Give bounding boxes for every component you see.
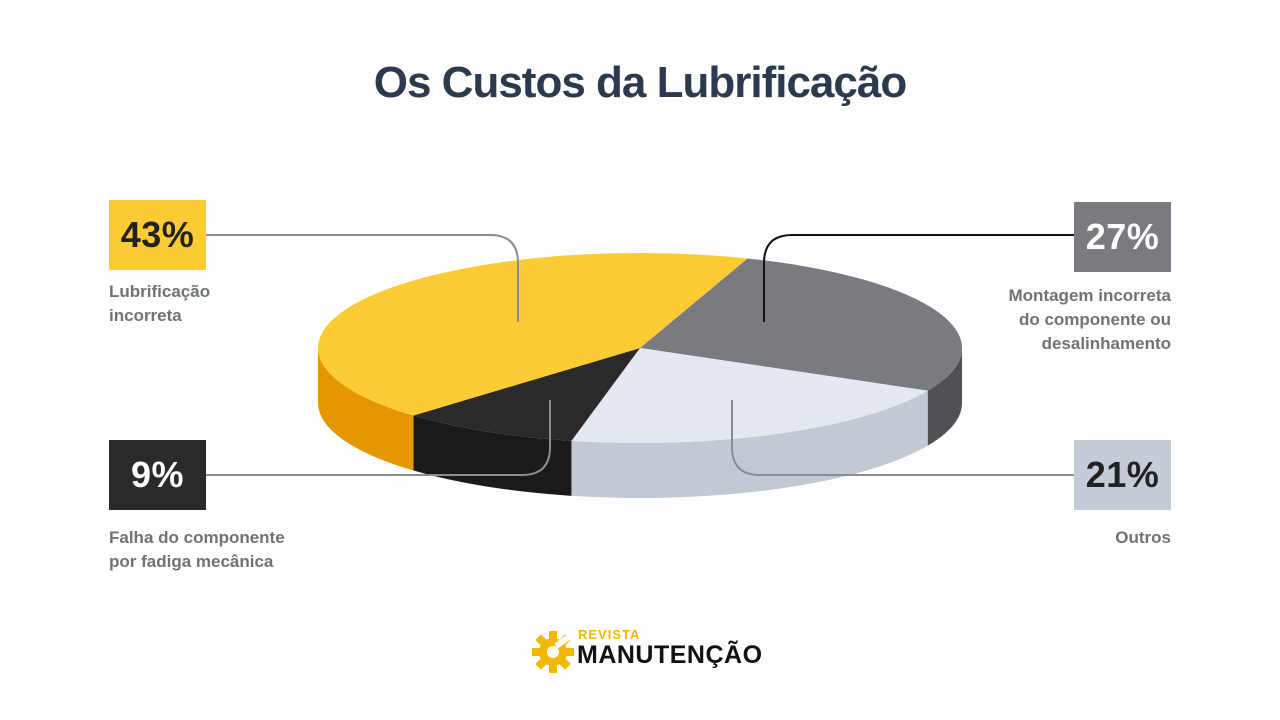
leader-line-outros [731, 400, 1074, 476]
legend-label-lubrificacao: Lubrificação incorreta [109, 282, 211, 325]
pie-side-montagem [927, 348, 962, 446]
leader-line-montagem [763, 234, 1074, 322]
pie-slice-montagem [640, 258, 962, 391]
value-label-outros: 21% [1074, 440, 1171, 510]
leader-line-lubrificacao [206, 234, 519, 322]
legend-label-falha: Falha do componente por fadiga mecânica [109, 528, 285, 571]
legend-label-outros: Outros [1115, 528, 1171, 547]
value-label-montagem: 27% [1074, 202, 1171, 272]
legend-label-montagem: Montagem incorreta do componente ou desa… [1008, 286, 1171, 353]
leader-line-falha [206, 400, 551, 476]
value-label-falha: 9% [109, 440, 206, 510]
gear-icon [532, 631, 574, 673]
pie-slice-outros [571, 348, 928, 444]
pie-slice-falha [413, 348, 640, 441]
revista-manutencao-logo: REVISTA MANUTENÇÃO [530, 627, 763, 675]
pie-slice-lubrificacao [317, 253, 748, 416]
page-title: Os Custos da Lubrificação [373, 58, 907, 107]
value-label-lubrificacao: 43% [109, 200, 206, 270]
pie-side-outros [571, 390, 928, 498]
logo-line1: REVISTA [578, 627, 641, 642]
logo-line2: MANUTENÇÃO [577, 641, 763, 669]
pie-side-lubrificacao [318, 348, 414, 471]
